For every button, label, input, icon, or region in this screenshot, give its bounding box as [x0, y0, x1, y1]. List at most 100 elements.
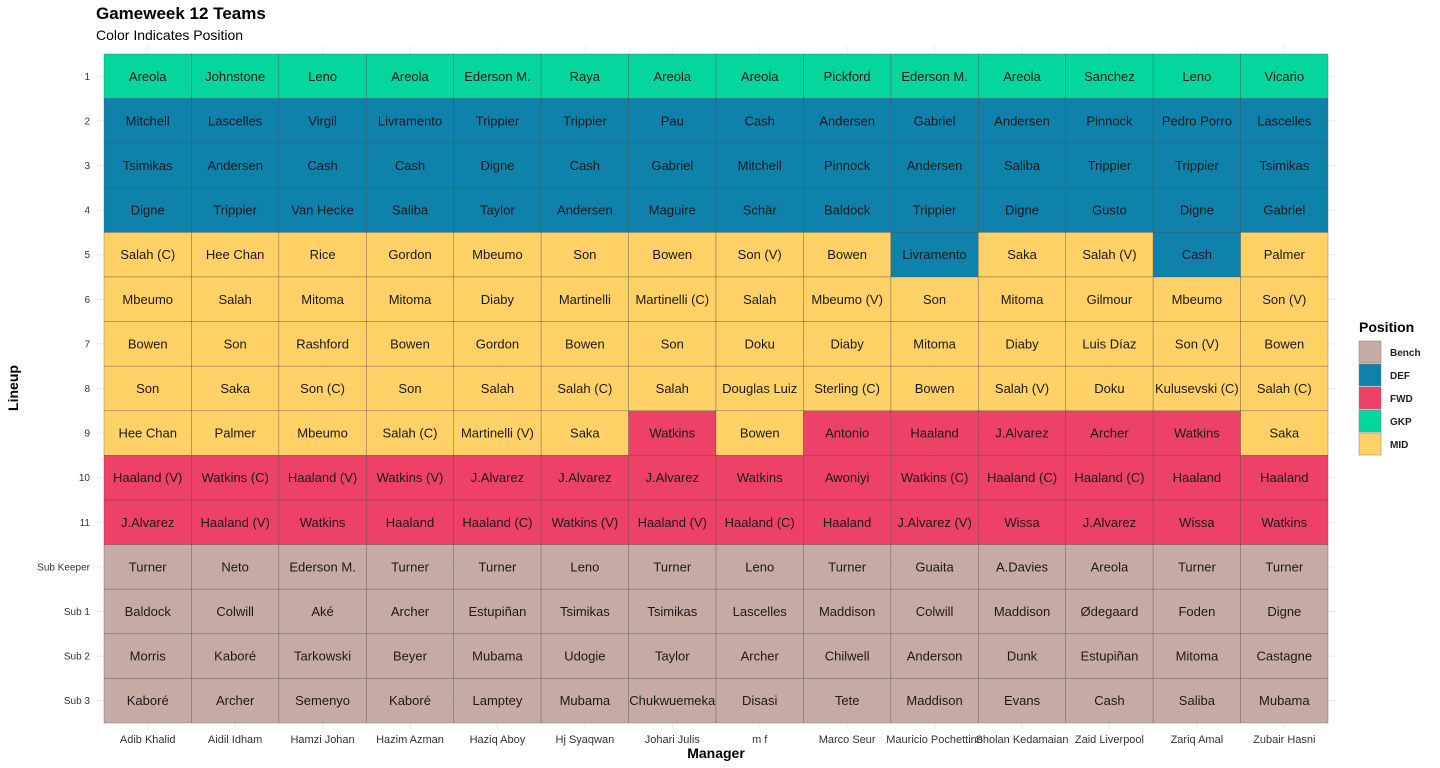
- player-label: Trippier: [1175, 158, 1219, 173]
- player-label: Disasi: [742, 693, 778, 708]
- heatmap-cell-bench: [191, 678, 280, 724]
- player-label: Watkins (C): [201, 470, 268, 485]
- heatmap-cell-def: [715, 187, 804, 233]
- player-label: Dunk: [1007, 649, 1038, 664]
- player-label: Haaland (V): [638, 515, 707, 530]
- player-label: Antonio: [825, 426, 869, 441]
- player-label: Rashford: [296, 336, 349, 351]
- player-label: J.Alvarez: [121, 515, 174, 530]
- player-label: Son: [661, 336, 684, 351]
- y-tick-label: 11: [80, 518, 91, 529]
- player-label: Mitoma: [1001, 292, 1044, 307]
- heatmap-cell-def: [453, 187, 542, 233]
- legend-title: Position: [1359, 319, 1414, 335]
- heatmap-cell-def: [803, 98, 892, 144]
- y-axis-ticks: 1 2 3 4 5 6 7 8 9 10 11 Sub Keeper Sub 1 Sub 2 Sub 3: [37, 72, 90, 707]
- heatmap-cell-mid: [103, 321, 192, 367]
- heatmap-cell-gkp: [365, 53, 455, 99]
- heatmap-cell-mid: [278, 365, 367, 412]
- player-label: Watkins (V): [377, 470, 444, 485]
- heatmap-cells: Areola Johnstone Leno Areola Ederson M. Raya A…: [103, 53, 1329, 724]
- heatmap-cell-mid: [977, 321, 1067, 367]
- heatmap-cell-gkp: [540, 53, 629, 99]
- player-label: Mitchell: [126, 113, 170, 128]
- heatmap-cell-mid: [191, 276, 280, 322]
- heatmap-cell-def: [1240, 142, 1329, 189]
- player-label: Digne: [1267, 604, 1301, 619]
- player-label: Ødegaard: [1081, 604, 1139, 619]
- player-label: Saka: [1007, 247, 1037, 262]
- heatmap-cell-fwd: [803, 455, 892, 501]
- x-tick-label: Hamzi Johan: [290, 734, 354, 746]
- player-label: Salah (C): [557, 381, 612, 396]
- player-label: Udogie: [564, 649, 605, 664]
- player-label: Luis Díaz: [1082, 336, 1136, 351]
- player-label: Andersen: [907, 158, 963, 173]
- player-label: Tsimikas: [1259, 158, 1309, 173]
- heatmap-cell-fwd: [453, 455, 542, 501]
- player-label: Saka: [570, 426, 600, 441]
- heatmap-cell-mid: [453, 365, 542, 412]
- player-label: Turner: [1178, 559, 1216, 574]
- heatmap-cell-bench: [715, 544, 804, 590]
- player-label: Mbeumo (V): [811, 292, 883, 307]
- player-label: Leno: [308, 69, 337, 84]
- player-label: Son (V): [738, 247, 782, 262]
- heatmap-cell-mid: [1240, 321, 1329, 367]
- player-label: Gusto: [1092, 203, 1127, 218]
- heatmap-cell-bench: [191, 588, 280, 635]
- heatmap-cell-def: [103, 98, 192, 144]
- player-label: Baldock: [125, 604, 172, 619]
- heatmap-cell-bench: [191, 544, 280, 590]
- y-tick-label: Sub 3: [64, 696, 91, 707]
- heatmap-cell-bench: [540, 544, 629, 590]
- player-label: Tsimikas: [123, 158, 173, 173]
- heatmap-cell-bench: [365, 544, 455, 590]
- heatmap-cell-def: [803, 142, 892, 189]
- player-label: Awoniyi: [825, 470, 870, 485]
- heatmap-cell-mid: [365, 365, 455, 412]
- heatmap-cell-bench: [803, 633, 892, 679]
- heatmap-cell-bench: [715, 588, 804, 635]
- player-label: J.Alvarez: [471, 470, 524, 485]
- player-label: Haaland: [1260, 470, 1308, 485]
- y-tick-label: Sub 2: [64, 652, 91, 663]
- heatmap-cell-bench: [103, 588, 192, 635]
- player-label: Tsimikas: [647, 604, 697, 619]
- heatmap-cell-bench: [1152, 678, 1241, 724]
- player-label: Martinelli (C): [635, 292, 709, 307]
- legend: Position Bench DEF FWD GKP MID: [1358, 319, 1421, 456]
- player-label: Haaland (C): [987, 470, 1057, 485]
- player-label: Semenyo: [295, 693, 350, 708]
- heatmap-cell-def: [890, 98, 979, 144]
- player-label: Douglas Luiz: [722, 381, 797, 396]
- heatmap-cell-fwd: [103, 499, 192, 545]
- player-label: Gilmour: [1087, 292, 1133, 307]
- x-tick-label: Sholan Kedamaian: [976, 734, 1069, 746]
- y-tick-label: Sub Keeper: [37, 562, 90, 573]
- player-label: Salah (C): [1257, 381, 1312, 396]
- player-label: Mbeumo: [297, 426, 348, 441]
- player-label: Tarkowski: [294, 649, 351, 664]
- heatmap-cell-def: [890, 142, 979, 189]
- heatmap-cell-fwd: [977, 410, 1067, 456]
- heatmap-cell-gkp: [453, 53, 542, 99]
- player-label: J.Alvarez: [995, 426, 1048, 441]
- player-label: Haaland: [1173, 470, 1221, 485]
- heatmap-cell-bench: [278, 678, 367, 724]
- player-label: Anderson: [907, 649, 963, 664]
- heatmap-cell-bench: [628, 588, 717, 635]
- player-label: Trippier: [913, 203, 957, 218]
- player-label: Watkins (V): [552, 515, 619, 530]
- heatmap-cell-mid: [453, 276, 542, 322]
- player-label: Lascelles: [1257, 113, 1312, 128]
- player-label: Saliba: [1179, 693, 1216, 708]
- player-label: Haaland (V): [200, 515, 269, 530]
- player-label: Haaland: [386, 515, 434, 530]
- heatmap-cell-bench: [1065, 678, 1154, 724]
- heatmap-cell-fwd: [1240, 499, 1329, 545]
- player-label: Saka: [220, 381, 250, 396]
- heatmap-cell-bench: [191, 633, 280, 679]
- heatmap-cell-mid: [977, 276, 1067, 322]
- x-tick-label: Johari Julis: [645, 734, 701, 746]
